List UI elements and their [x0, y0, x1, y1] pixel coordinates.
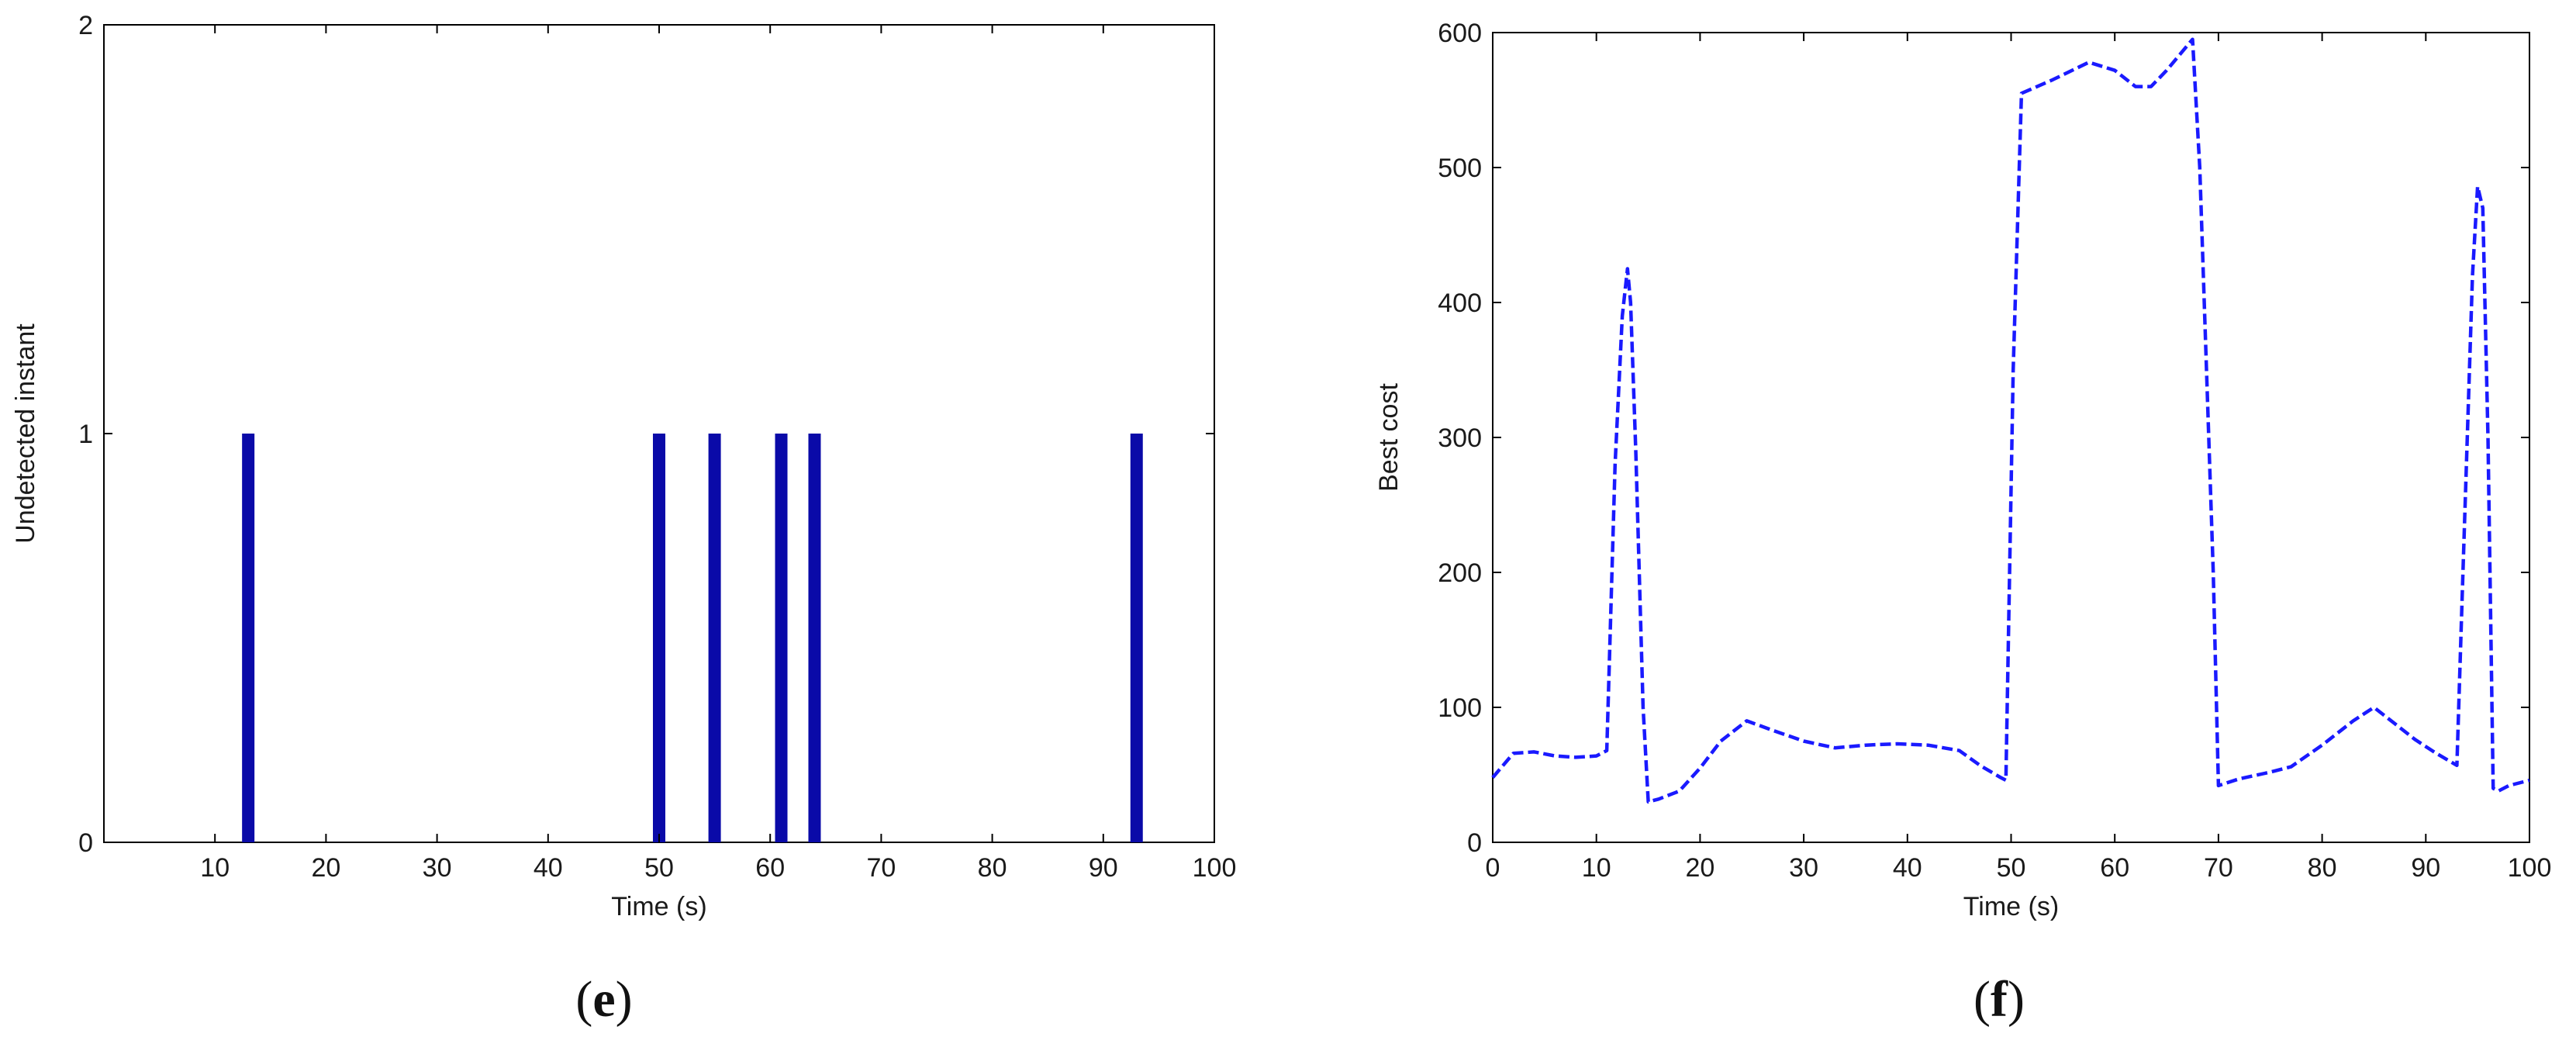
bar: [808, 434, 821, 842]
bars-e: [242, 434, 1143, 842]
x-tick-label: 80: [2308, 853, 2337, 883]
x-axis-label-e: Time (s): [611, 892, 706, 921]
bar: [708, 434, 721, 842]
x-tick-label: 40: [1893, 853, 1922, 883]
x-tick-label: 20: [1685, 853, 1714, 883]
x-tick-label: 100: [2508, 853, 2552, 883]
x-tick-label: 90: [2411, 853, 2440, 883]
y-tick-label: 200: [1438, 558, 1482, 588]
y-tick-label: 0: [1467, 828, 1482, 858]
x-tick-label: 90: [1089, 853, 1118, 883]
y-tick-label: 300: [1438, 423, 1482, 453]
y-tick-label: 600: [1438, 19, 1482, 48]
plot-area-f: [1492, 32, 2530, 843]
x-tick-label: 80: [978, 853, 1007, 883]
x-tick-label: 10: [200, 853, 230, 883]
best-cost-line: [1491, 37, 2530, 804]
chart-e: 10 20 30 40 50 60 70 80 90 100 0 1 2 Time (s) Undet…: [11, 11, 1236, 1028]
y-tick-label: 100: [1438, 693, 1482, 723]
y-ticks-f: 0 100 200 300 400 500 600: [1438, 19, 2529, 858]
x-ticks-e: 10 20 30 40 50 60 70 80 90 100: [200, 25, 1236, 883]
y-tick-label: 1: [78, 420, 93, 449]
caption-open-e: (: [575, 971, 592, 1028]
x-tick-label: 0: [1486, 853, 1500, 883]
x-tick-label: 50: [1997, 853, 2026, 883]
x-tick-label: 70: [866, 853, 896, 883]
x-tick-label: 30: [1789, 853, 1818, 883]
bar: [653, 434, 665, 842]
y-tick-label: 500: [1438, 154, 1482, 183]
bar: [775, 434, 788, 842]
chart-f: 0 10 20 30 40 50 60 70 80 90 100 0 100 200 300 400 500 6…: [1374, 19, 2551, 1028]
caption-close-e: ): [616, 971, 633, 1028]
caption-letter-e: e: [592, 971, 615, 1028]
x-axis-label-f: Time (s): [1963, 892, 2059, 921]
x-tick-label: 60: [755, 853, 785, 883]
x-tick-label: 50: [644, 853, 674, 883]
x-tick-label: 100: [1193, 853, 1237, 883]
caption-open-f: (: [1973, 971, 1991, 1028]
bar: [1130, 434, 1143, 842]
x-tick-label: 70: [2204, 853, 2233, 883]
bar: [242, 434, 255, 842]
caption-letter-f: f: [1991, 971, 2008, 1028]
x-tick-label: 40: [534, 853, 563, 883]
y-tick-label: 0: [78, 828, 93, 858]
y-axis-label-e: Undetected instant: [11, 323, 40, 544]
caption-e: (e): [575, 971, 632, 1028]
y-tick-label: 2: [78, 11, 93, 40]
y-ticks-e: 0 1 2: [78, 11, 1214, 858]
y-tick-label: 400: [1438, 289, 1482, 318]
x-tick-label: 60: [2100, 853, 2129, 883]
x-tick-label: 20: [311, 853, 340, 883]
x-tick-label: 30: [423, 853, 452, 883]
caption-f: (f): [1973, 971, 2025, 1028]
x-tick-label: 10: [1582, 853, 1611, 883]
x-ticks-f: 0 10 20 30 40 50 60 70 80 90 100: [1486, 33, 2552, 883]
caption-close-f: ): [2008, 971, 2025, 1028]
y-axis-label-f: Best cost: [1374, 383, 1404, 492]
